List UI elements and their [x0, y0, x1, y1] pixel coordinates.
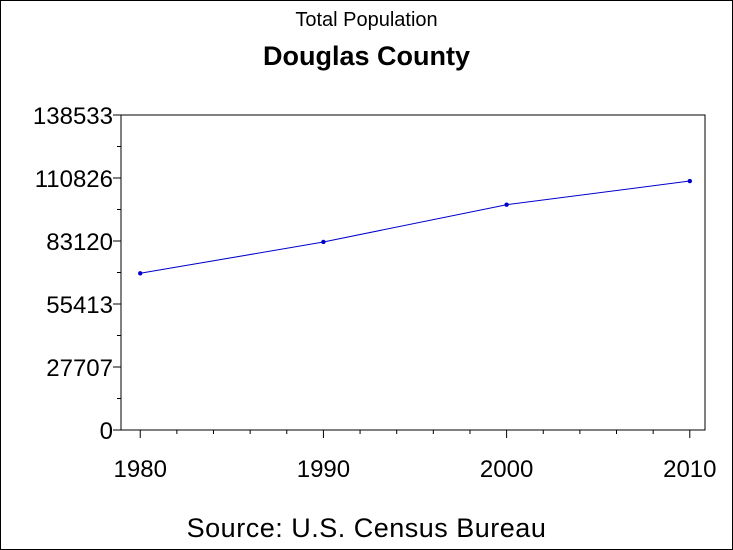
chart-subtitle: Total Population [295, 9, 438, 31]
y-tick-label: 0 [100, 418, 113, 445]
chart-footnote: Source: U.S. Census Bureau [186, 513, 547, 543]
chart-title: Douglas County [263, 41, 470, 71]
plot-frame [120, 114, 706, 431]
data-point [687, 178, 692, 184]
y-tick-label: 83120 [46, 229, 113, 256]
x-tick-label: 2010 [663, 456, 716, 483]
data-point [504, 202, 509, 207]
y-tick-label: 138533 [33, 103, 113, 130]
y-tick-label: 110826 [35, 166, 113, 193]
x-tick-label: 1980 [114, 456, 167, 483]
data-point [321, 239, 326, 245]
x-tick-label: 1990 [297, 456, 350, 483]
y-tick-label: 27707 [46, 355, 113, 382]
data-point [138, 271, 143, 276]
x-tick-label: 2000 [480, 456, 533, 483]
series-line [140, 180, 690, 274]
y-tick-label: 55413 [46, 292, 113, 319]
